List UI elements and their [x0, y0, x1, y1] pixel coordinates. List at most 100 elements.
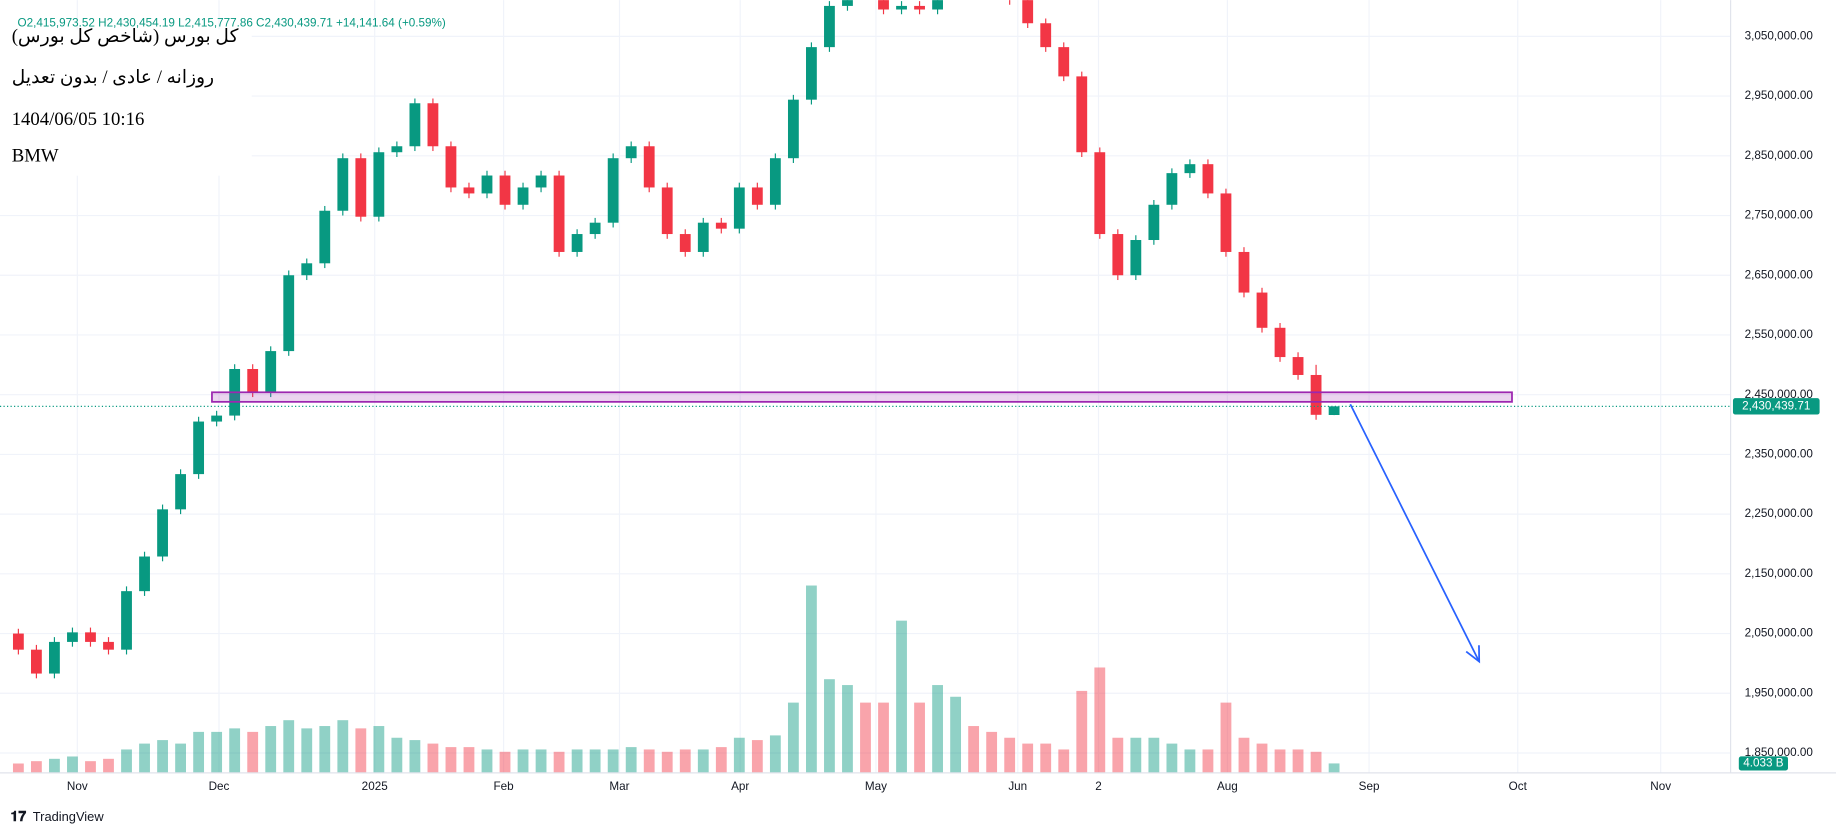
volume-bar — [896, 620, 907, 773]
x-tick-label: Sep — [1359, 780, 1380, 793]
candle-body — [787, 99, 799, 159]
candle-body — [121, 591, 132, 650]
volume-bar — [157, 740, 168, 773]
candle-body — [932, 0, 943, 10]
volume-bar — [860, 702, 871, 773]
volume-bar — [1220, 702, 1232, 773]
volume-bar — [806, 585, 817, 773]
brand-logo: 𝟏𝟕 — [11, 808, 27, 824]
volume-bar — [30, 761, 42, 773]
volume-bar — [1022, 743, 1034, 773]
volume-bar — [679, 749, 691, 773]
volume-bar — [824, 679, 835, 773]
y-tick-label: 2,650,000.00 — [1745, 268, 1814, 281]
volume-bar — [715, 747, 727, 773]
volume-bar — [1328, 763, 1340, 773]
x-tick-label: Dec — [209, 780, 230, 793]
volume-bar — [697, 749, 709, 773]
y-tick-label: 1,850,000.00 — [1745, 746, 1814, 759]
candle-body — [355, 158, 367, 217]
candle-body — [499, 175, 511, 205]
candle-body — [589, 222, 601, 235]
x-tick-label: Mar — [609, 780, 629, 793]
volume-bar — [787, 702, 799, 773]
y-tick-label: 3,050,000.00 — [1745, 29, 1814, 42]
volume-bar — [49, 758, 60, 773]
candle-body — [806, 47, 817, 100]
y-tick-label: 2,550,000.00 — [1745, 328, 1814, 341]
brand: 𝟏𝟕 TradingView — [11, 808, 105, 824]
candle-body — [571, 234, 583, 252]
candle-body — [301, 263, 313, 276]
last-volume-box — [1738, 756, 1788, 771]
candle-body — [715, 222, 727, 229]
x-tick-label: Nov — [1650, 780, 1671, 793]
candle-body — [553, 175, 565, 252]
candle-body — [391, 146, 403, 153]
y-tick-label: 2,050,000.00 — [1745, 627, 1814, 640]
trend-arrow — [1349, 403, 1480, 663]
candle-body — [914, 5, 925, 10]
candle-body — [661, 187, 673, 235]
x-tick-label: Feb — [494, 780, 515, 793]
volume-bar — [193, 731, 205, 773]
volume-bar — [319, 726, 331, 773]
volume-bar — [625, 747, 637, 773]
candle-body — [103, 641, 114, 650]
candle-body — [1238, 251, 1250, 293]
volume-pane — [12, 585, 1340, 773]
x-tick-label: Jun — [1008, 780, 1027, 793]
volume-bar — [643, 749, 655, 773]
candle-body — [1328, 406, 1340, 416]
candle-body — [1310, 374, 1322, 415]
header: O2,415,973.52 H2,430,454.19 L2,415,777.8… — [0, 17, 446, 176]
volume-bar — [661, 751, 673, 773]
volume-bar — [391, 737, 403, 773]
axes: 1,850,000.00 1,950,000.00 2,050,000.00 2,15… — [0, 0, 1836, 793]
title-box — [0, 29, 252, 176]
y-tick-label: 1,950,000.00 — [1745, 686, 1814, 699]
volume-bar — [1040, 743, 1052, 773]
candle-body — [517, 187, 529, 205]
volume-bar — [229, 728, 241, 773]
candle-body — [463, 187, 475, 194]
y-tick-label: 2,450,000.00 — [1745, 388, 1814, 401]
candle-body — [842, 0, 853, 6]
candle-body — [824, 5, 835, 48]
volume-bar — [445, 747, 457, 773]
candle-body — [1040, 23, 1052, 48]
candle-body — [481, 175, 493, 194]
zone-box — [211, 391, 1513, 403]
candle-body — [535, 175, 547, 188]
candle-body — [607, 158, 619, 223]
x-tick-label: May — [865, 780, 887, 793]
volume-bar — [409, 740, 421, 773]
last-volume-label: 4.033 B — [1743, 757, 1783, 770]
candle-body — [157, 509, 168, 557]
candle-body — [1058, 47, 1070, 77]
volume-bar — [1076, 690, 1088, 773]
candle-body — [373, 152, 385, 217]
volume-bar — [283, 720, 295, 773]
candle-body — [445, 146, 457, 188]
candle-body — [67, 632, 78, 642]
volume-bar — [607, 749, 619, 773]
volume-bar — [139, 743, 150, 773]
volume-bar — [12, 763, 24, 773]
volume-bar — [121, 749, 132, 773]
candle-body — [1076, 76, 1088, 153]
volume-bar — [950, 696, 962, 773]
last-price-box — [1732, 398, 1820, 415]
chart-subtitle: روزانه / عادی / بدون تعدیل — [12, 67, 215, 88]
volume-bar — [733, 737, 745, 773]
volume-bar — [427, 743, 439, 773]
volume-bar — [1094, 667, 1106, 773]
candle-body — [1274, 327, 1286, 358]
price-pane — [0, 0, 1731, 679]
candle-body — [427, 103, 439, 147]
volume-bar — [571, 749, 583, 773]
brand-name: TradingView — [33, 809, 105, 824]
volume-bar — [247, 731, 259, 773]
